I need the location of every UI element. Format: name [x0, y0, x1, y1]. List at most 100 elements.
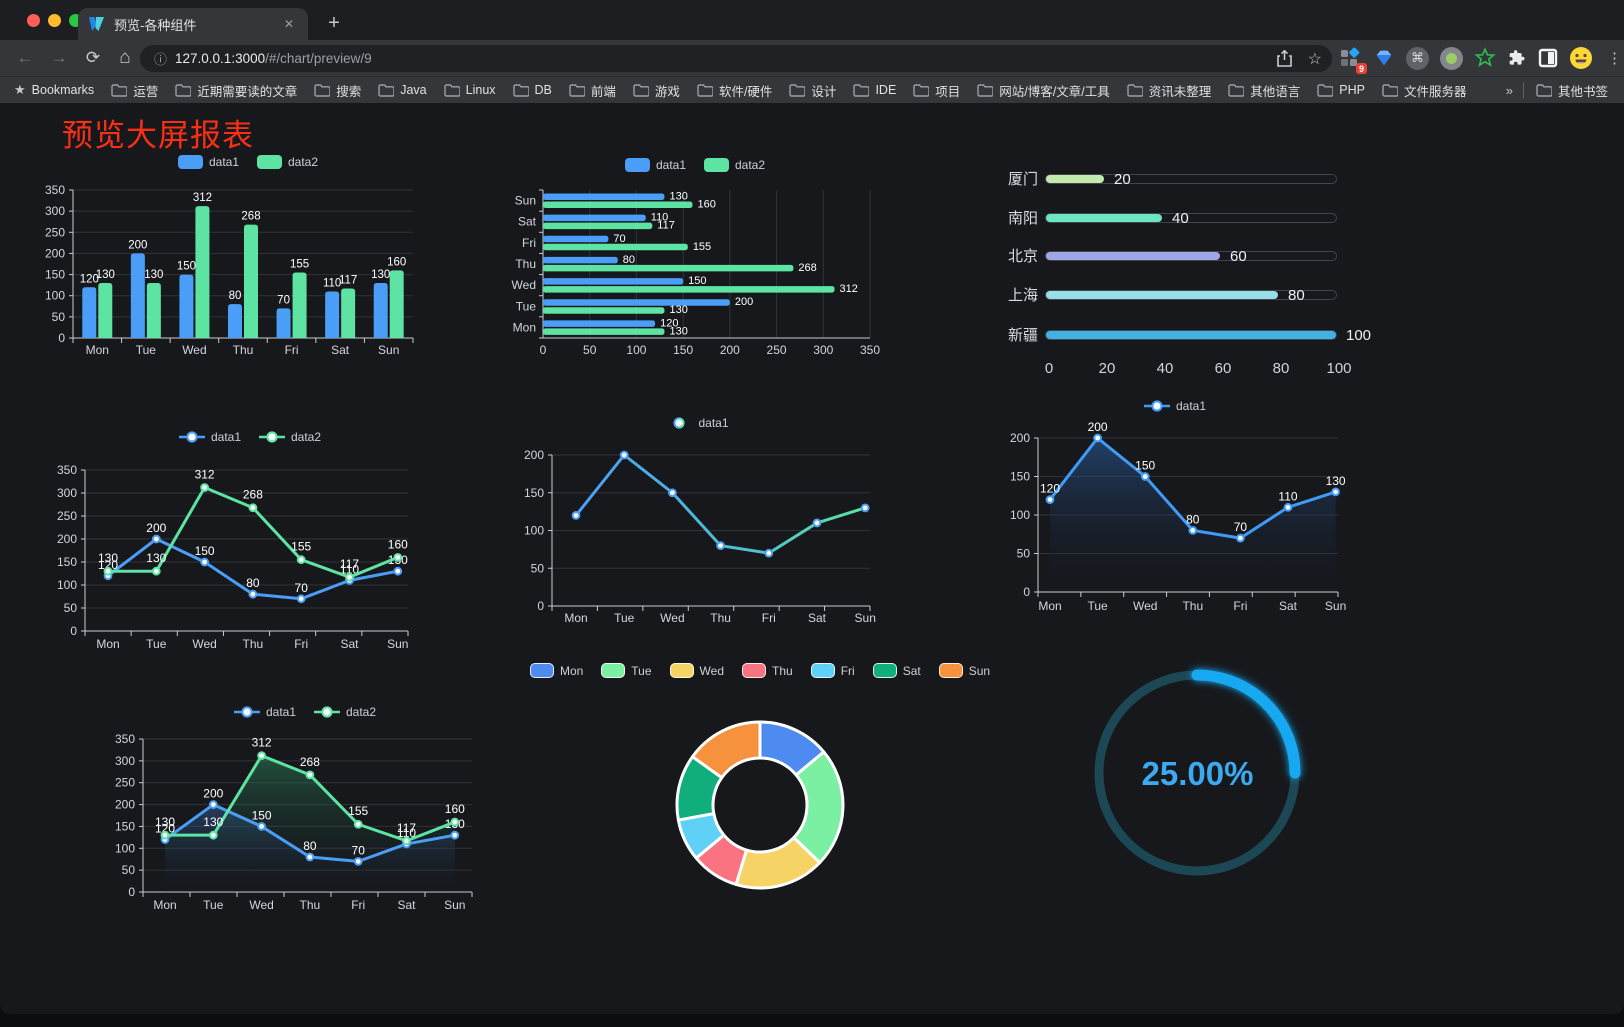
site-info-icon[interactable]: ⓘ: [154, 52, 168, 67]
legend-item-Sun[interactable]: Sun: [938, 663, 990, 678]
gradient-line-chart[interactable]: data1 0 50 100 150 200 Mon Tue Wed Thu Fri Sat Sun: [505, 400, 890, 630]
gauge-chart[interactable]: 25.00%: [1085, 655, 1310, 890]
command-extension-icon[interactable]: ⌘: [1406, 46, 1429, 70]
bookmark-folder-14[interactable]: 其他语言: [1228, 81, 1300, 100]
legend-item-Tue[interactable]: Tue: [601, 663, 652, 678]
dark-mode-extension-icon[interactable]: [1538, 48, 1558, 68]
bookmark-folder-8[interactable]: 软件/硬件: [697, 81, 772, 100]
grouped-bar-chart[interactable]: data1 data2 0 50 100 150 200 250 300 350 120 130 200…: [38, 147, 458, 362]
legend-item-data2[interactable]: data2: [259, 430, 321, 444]
green-star-extension-icon[interactable]: [1474, 47, 1496, 69]
forward-icon[interactable]: →: [50, 48, 68, 67]
minimize-window-button[interactable]: [48, 14, 61, 27]
legend-item-data1[interactable]: data1: [233, 705, 296, 719]
legend-swatch: [742, 663, 766, 678]
bookmark-folder-13[interactable]: 资讯未整理: [1127, 81, 1211, 100]
bookmark-folder-1[interactable]: 近期需要读的文章: [175, 81, 297, 100]
legend-item-data1[interactable]: data1: [178, 430, 241, 444]
folder-icon: [1536, 83, 1552, 97]
svg-text:250: 250: [57, 509, 77, 523]
dual-line-chart[interactable]: data1 data2 0 50 100 150 200 250 300 350 120 200 150…: [40, 425, 460, 660]
legend-item-data2[interactable]: data2: [314, 705, 376, 719]
svg-text:130: 130: [96, 269, 115, 281]
progress-row[interactable]: 新疆 100: [1007, 326, 1372, 345]
bookmark-folder-6[interactable]: 前端: [569, 81, 616, 100]
grid-extension-icon[interactable]: 9: [1338, 46, 1367, 74]
legend-item-data2[interactable]: data2: [257, 155, 318, 169]
bookmark-folder-5[interactable]: DB: [512, 83, 552, 97]
bookmark-folder-16[interactable]: 文件服务器: [1382, 81, 1466, 100]
window-controls[interactable]: [27, 14, 82, 27]
svg-text:130: 130: [203, 815, 223, 829]
bookmark-folder-9[interactable]: 设计: [789, 81, 836, 100]
bookmark-folder-11[interactable]: 项目: [913, 81, 960, 100]
svg-text:Fri: Fri: [762, 611, 776, 625]
new-tab-button[interactable]: +: [328, 12, 340, 34]
legend-item-Fri[interactable]: Fri: [810, 663, 855, 678]
bookmark-folder-10[interactable]: IDE: [853, 83, 896, 97]
recorder-extension-icon[interactable]: [1440, 46, 1463, 70]
close-window-button[interactable]: [27, 14, 40, 27]
svg-text:300: 300: [813, 343, 833, 357]
bookmark-folder-15[interactable]: PHP: [1317, 83, 1365, 97]
browser-tab[interactable]: 预览-各种组件 ✕: [78, 8, 308, 40]
bookmark-folder-3[interactable]: Java: [378, 83, 427, 97]
folder-icon: [977, 83, 994, 97]
puzzle-extensions-icon[interactable]: [1507, 48, 1527, 68]
home-icon[interactable]: ⌂: [119, 47, 131, 68]
back-icon[interactable]: ←: [16, 48, 34, 67]
svg-text:200: 200: [115, 798, 135, 812]
bookmarks-overflow-chevron[interactable]: »: [1505, 82, 1513, 98]
legend-item-data1[interactable]: data1: [177, 155, 239, 169]
axis-tick-label: 60: [1214, 360, 1232, 377]
donut-chart[interactable]: Mon Tue Wed Thu Fri Sat Sun: [529, 655, 990, 910]
folder-icon: [378, 83, 395, 97]
svg-text:200: 200: [1010, 431, 1030, 445]
progress-row[interactable]: 北京 60: [1000, 245, 1337, 266]
svg-text:Thu: Thu: [233, 343, 254, 357]
address-bar[interactable]: ⓘ 127.0.0.1:3000/#/chart/preview/9 ☆: [140, 45, 1332, 72]
svg-text:130: 130: [144, 269, 163, 281]
legend-item-Thu[interactable]: Thu: [742, 663, 793, 678]
svg-text:Mon: Mon: [96, 637, 119, 651]
bookmark-folder-12[interactable]: 网站/博客/文章/工具: [977, 81, 1110, 100]
area-line-chart[interactable]: data1 0 50 100 150 200 120 200 150 80 70 110 130 Mon T…: [980, 385, 1370, 618]
legend-item-Wed[interactable]: Wed: [669, 663, 724, 678]
svg-text:0: 0: [1023, 585, 1030, 599]
bookmarks-root[interactable]: ★ Bookmarks: [14, 82, 95, 97]
progress-bar-chart[interactable]: 厦门 20 南阳 40 北京 60 上海 80 新疆 100 0 20 40 60 80 100: [1000, 160, 1372, 385]
folder-icon: [1127, 83, 1143, 97]
legend-item-data1[interactable]: data1: [1143, 399, 1206, 413]
chart-legend: data1 data2: [40, 430, 460, 444]
reload-icon[interactable]: ⟳: [85, 48, 101, 67]
progress-row[interactable]: 厦门 20: [1000, 168, 1337, 189]
svg-text:117: 117: [339, 275, 357, 287]
legend-item-data1[interactable]: data1: [624, 158, 686, 172]
horizontal-bar-chart[interactable]: data1 data2 0 50 100 150 200 250 300 350 Sun 130 160…: [500, 155, 890, 367]
legend-item-Mon[interactable]: Mon: [529, 663, 583, 678]
legend-item-Sat[interactable]: Sat: [872, 663, 921, 678]
bookmark-folder-7[interactable]: 游戏: [633, 81, 680, 100]
folder-icon: [175, 83, 192, 97]
bookmark-star-icon[interactable]: ☆: [1307, 50, 1322, 68]
gem-extension-icon[interactable]: [1373, 47, 1395, 69]
svg-text:312: 312: [252, 736, 272, 750]
tab-close-icon[interactable]: ✕: [283, 17, 294, 31]
bookmark-folder-0[interactable]: 运营: [111, 81, 158, 100]
progress-row[interactable]: 上海 80: [1000, 284, 1337, 305]
legend-item-data2[interactable]: data2: [704, 158, 765, 172]
legend-swatch: [872, 663, 897, 678]
progress-row[interactable]: 南阳 40: [1000, 207, 1337, 228]
browser-menu-icon[interactable]: ⋮: [1607, 50, 1622, 67]
dual-area-chart[interactable]: data1 data2 0 50 100 150 200 250 300 350 120 200 150…: [100, 695, 510, 920]
svg-text:Wed: Wed: [512, 278, 536, 292]
share-icon[interactable]: [1276, 50, 1292, 67]
svg-text:Fri: Fri: [522, 236, 536, 250]
svg-text:Mon: Mon: [513, 320, 536, 334]
profile-avatar[interactable]: [1569, 46, 1593, 70]
legend-item-data1[interactable]: data1: [666, 416, 729, 430]
bookmark-folder-2[interactable]: 搜索: [314, 81, 361, 100]
other-bookmarks-folder[interactable]: 其他书签: [1536, 81, 1608, 100]
bookmark-folder-4[interactable]: Linux: [443, 83, 496, 97]
svg-text:300: 300: [57, 486, 77, 500]
